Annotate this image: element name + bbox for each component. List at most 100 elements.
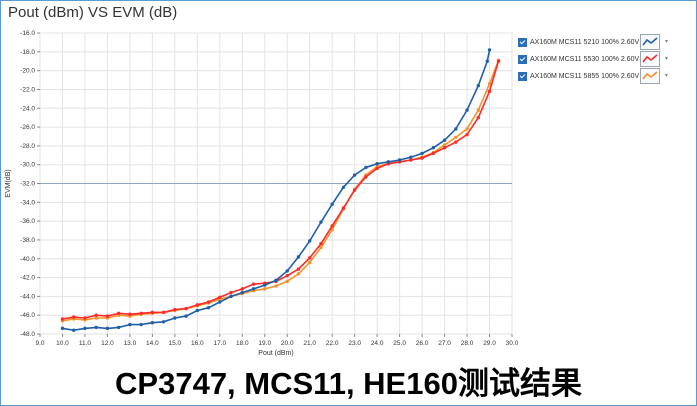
legend-checkbox[interactable]: [518, 71, 527, 81]
x-tick-label: 21.0: [303, 340, 316, 347]
dropdown-arrow-icon[interactable]: ▾: [664, 73, 668, 79]
data-point: [409, 158, 413, 162]
data-point: [116, 311, 121, 316]
data-point: [352, 173, 357, 177]
data-point: [72, 315, 76, 319]
legend-item[interactable]: AX160M MCS11 5855 100% 2.60V ▾: [518, 68, 668, 84]
y-tick-label: -34.0: [20, 199, 35, 206]
data-point: [420, 156, 424, 160]
x-tick-label: 25.0: [393, 340, 406, 347]
y-tick-label: -28.0: [20, 143, 35, 150]
data-point: [454, 135, 458, 140]
y-tick-label: -44.0: [20, 293, 35, 300]
chart-title: Pout (dBm) VS EVM (dB): [8, 4, 178, 21]
data-point: [341, 206, 346, 210]
data-point: [206, 305, 211, 310]
data-point: [397, 158, 402, 162]
data-point: [263, 287, 267, 291]
legend-checkbox[interactable]: [518, 54, 527, 64]
x-tick-label: 23.0: [348, 340, 361, 347]
x-tick-label: 29.0: [483, 340, 496, 347]
data-point: [296, 272, 301, 276]
data-point: [105, 314, 110, 318]
dropdown-arrow-icon[interactable]: ▾: [664, 39, 668, 45]
series-layer: [60, 48, 501, 332]
x-tick-label: 18.0: [236, 340, 249, 347]
legend-checkbox[interactable]: [518, 37, 527, 47]
legend-swatch-icon[interactable]: [640, 68, 660, 84]
x-tick-label: 13.0: [124, 340, 137, 347]
data-point: [308, 260, 312, 265]
data-point: [420, 151, 424, 156]
legend-label: AX160M MCS11 5855 100% 2.60V: [530, 72, 640, 80]
data-point: [218, 300, 222, 304]
y-tick-label: -48.0: [20, 331, 35, 338]
data-point: [285, 279, 289, 284]
data-point: [296, 255, 301, 259]
y-tick-label: -40.0: [20, 256, 35, 263]
data-point: [60, 326, 65, 331]
data-point: [184, 306, 188, 311]
legend-swatch-icon[interactable]: [640, 34, 660, 50]
data-point: [465, 108, 469, 112]
data-point: [139, 311, 143, 316]
data-point: [195, 308, 200, 313]
data-point: [364, 175, 368, 179]
data-point: [442, 143, 447, 147]
data-point: [465, 127, 469, 131]
grid: [39, 32, 513, 335]
x-tick-label: 19.0: [258, 340, 271, 347]
x-tick-label: 30.0: [506, 340, 519, 347]
data-point: [485, 59, 489, 63]
data-point: [251, 282, 256, 286]
data-point: [487, 82, 492, 86]
y-tick-label: -16.0: [20, 30, 35, 37]
data-point: [352, 188, 357, 192]
data-point: [308, 256, 312, 260]
data-point: [139, 322, 143, 327]
data-point: [375, 162, 379, 166]
data-point: [173, 307, 177, 312]
data-point: [161, 310, 166, 315]
data-point: [72, 328, 76, 332]
data-point: [150, 321, 155, 325]
legend-item[interactable]: AX160M MCS11 5210 100% 2.60V ▾: [518, 34, 668, 50]
data-point: [184, 314, 188, 318]
x-tick-label: 14.0: [146, 340, 159, 347]
series-line: [62, 49, 491, 332]
x-tick-label: 26.0: [416, 340, 429, 347]
data-point: [285, 273, 289, 278]
legend-item[interactable]: AX160M MCS11 5530 100% 2.60V ▾: [518, 51, 668, 67]
data-point: [476, 108, 480, 112]
data-point: [240, 290, 244, 295]
series-line: [62, 60, 500, 322]
dropdown-arrow-icon[interactable]: ▾: [664, 56, 668, 62]
data-point: [341, 185, 346, 189]
x-tick-label: 12.0: [101, 340, 114, 347]
data-point: [128, 312, 132, 316]
data-point: [476, 83, 480, 88]
data-point: [487, 89, 492, 94]
x-tick-label: 22.0: [326, 340, 339, 347]
data-point: [251, 287, 256, 291]
data-point: [487, 48, 492, 52]
data-point: [319, 242, 323, 246]
y-tick-label: -38.0: [20, 237, 35, 244]
data-point: [330, 224, 334, 228]
y-tick-label: -24.0: [20, 105, 35, 112]
data-point: [386, 160, 391, 164]
data-point: [83, 316, 87, 320]
data-point: [105, 326, 110, 331]
y-tick-label: -30.0: [20, 162, 35, 169]
data-point: [274, 278, 278, 283]
data-point: [150, 310, 155, 315]
legend-swatch-icon[interactable]: [640, 51, 660, 67]
y-tick-label: -46.0: [20, 312, 35, 319]
data-point: [195, 303, 200, 307]
data-point: [409, 155, 413, 159]
data-point: [161, 320, 166, 324]
series-line: [62, 60, 500, 320]
y-axis-label: EVM(dB): [5, 169, 12, 197]
data-point: [240, 287, 244, 291]
x-tick-label: 17.0: [213, 340, 226, 347]
